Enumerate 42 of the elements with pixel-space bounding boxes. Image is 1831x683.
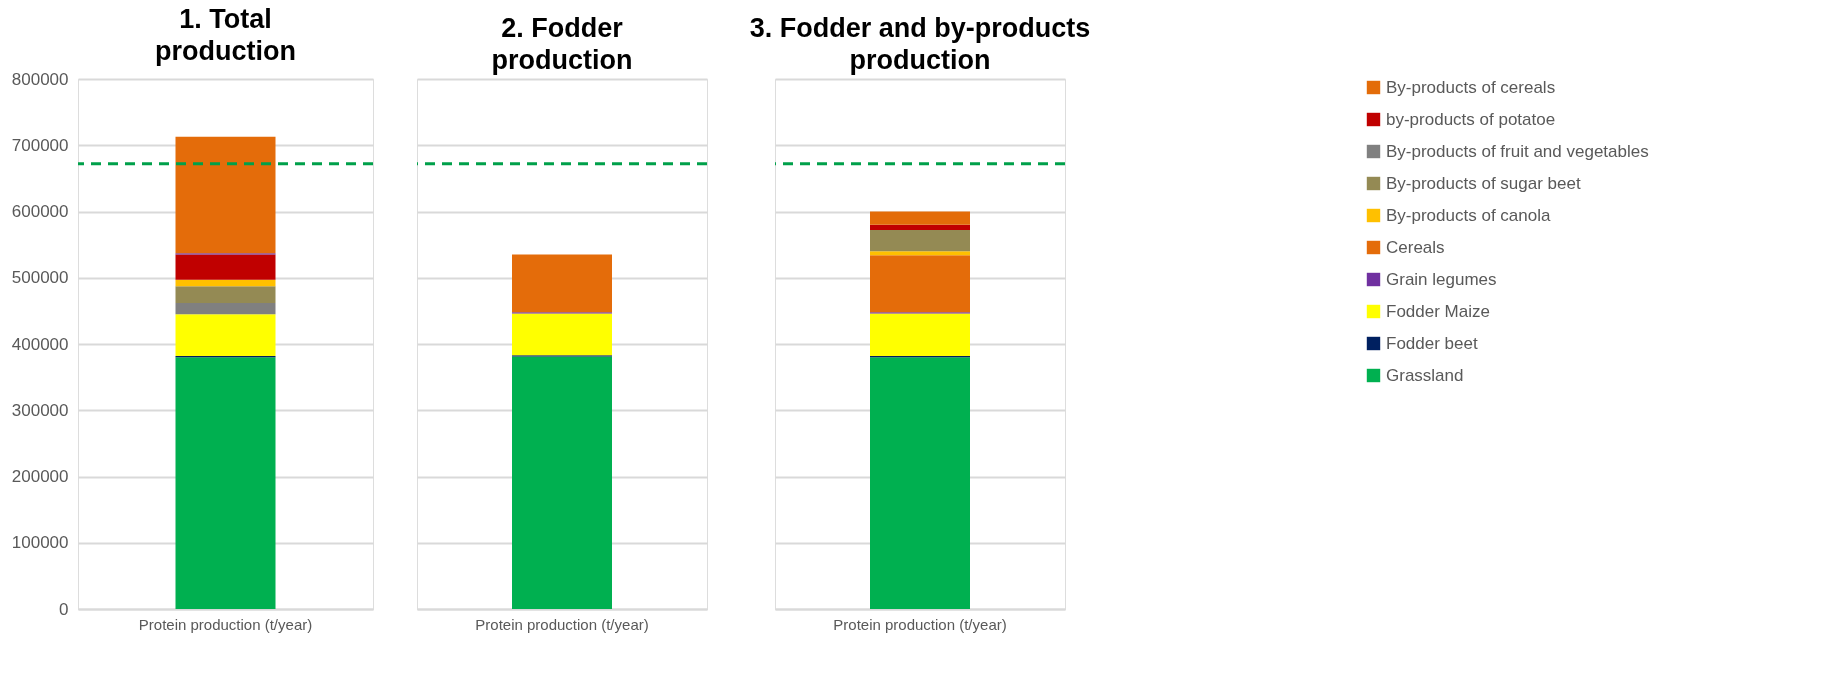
y-tick-label: 0 (59, 599, 69, 619)
y-tick-label: 800000 (11, 69, 69, 89)
legend-label: By-products of canola (1386, 205, 1551, 225)
bar (175, 314, 276, 356)
bar (870, 211, 970, 225)
bar (870, 357, 970, 609)
bar (175, 136, 276, 254)
bar (512, 356, 612, 609)
legend-label: Fodder Maize (1386, 301, 1490, 321)
bar (512, 313, 612, 356)
bar (512, 254, 612, 313)
legend-label: Fodder beet (1386, 333, 1478, 353)
bar (175, 254, 276, 280)
y-tick-label: 300000 (11, 400, 69, 420)
y-tick-label: 500000 (11, 268, 69, 288)
legend-label: By-products of fruit and vegetables (1386, 141, 1649, 161)
bar (175, 279, 276, 287)
y-tick-label: 700000 (11, 135, 69, 155)
chart-title: 1. Total production (155, 4, 296, 66)
legend-label: Cereals (1386, 237, 1445, 257)
bar (870, 224, 970, 231)
chart-title: 3. Fodder and by-products production (749, 13, 1091, 75)
bar (175, 302, 276, 315)
bar (870, 313, 970, 356)
legend-label: By-products of cereals (1386, 77, 1556, 97)
x-tick-label: Protein production (t/year) (138, 615, 313, 633)
y-tick-label: 200000 (11, 467, 69, 486)
bar (175, 357, 276, 609)
bar (175, 286, 276, 303)
x-tick-label: Protein production (t/year) (833, 615, 1007, 633)
bar (870, 230, 970, 252)
legend-label: Grain legumes (1386, 269, 1497, 289)
y-tick-label: 100000 (11, 533, 69, 553)
y-tick-label: 400000 (11, 334, 69, 354)
legend-label: by-products of potatoe (1386, 109, 1556, 129)
x-tick-label: Protein production (t/year) (475, 615, 649, 633)
y-tick-label: 600000 (11, 202, 69, 221)
bar (870, 251, 970, 256)
legend-label: By-products of sugar beet (1386, 173, 1581, 193)
bar (870, 255, 970, 313)
chart-title: 2. Fodder production (491, 13, 633, 75)
legend-label: Grassland (1386, 365, 1464, 385)
